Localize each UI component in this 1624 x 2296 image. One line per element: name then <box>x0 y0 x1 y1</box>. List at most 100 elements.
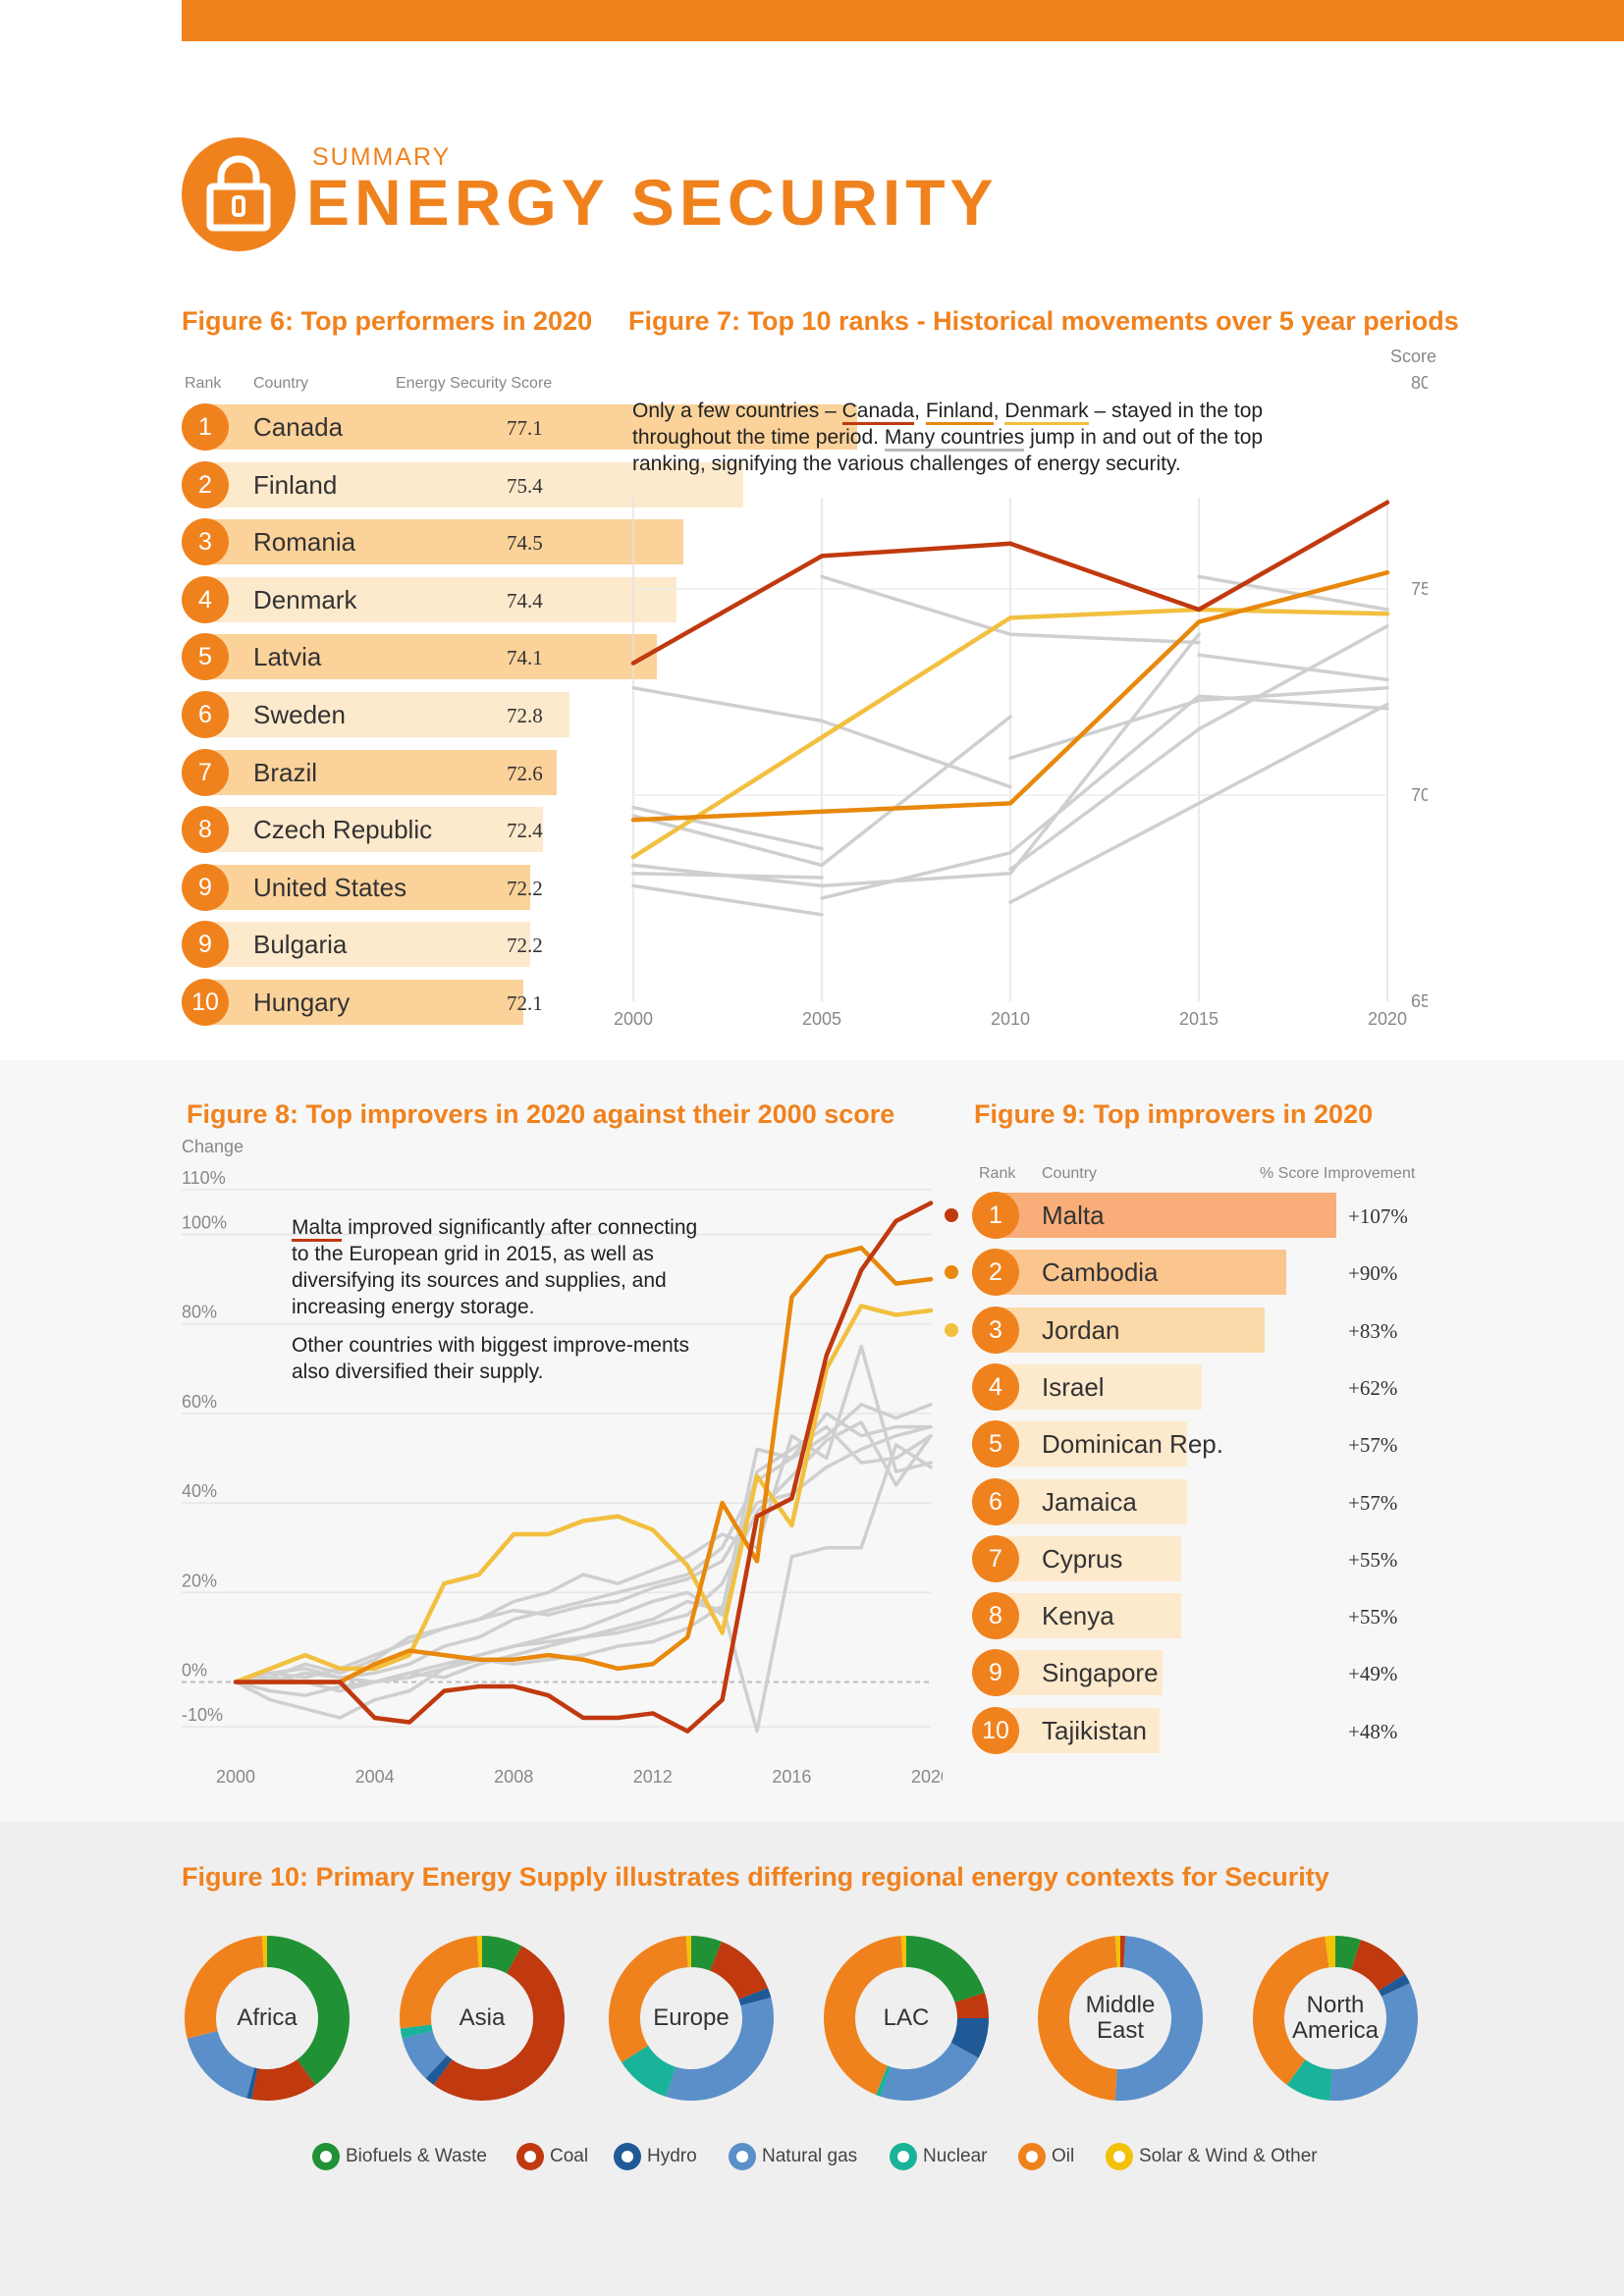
donut-label-line: America <box>1291 2017 1380 2044</box>
score-value: 72.4 <box>507 819 543 843</box>
donut-slice-hydro <box>246 2067 258 2100</box>
legend-label: Oil <box>1052 2146 1075 2167</box>
rank-badge: 3 <box>182 518 229 566</box>
table-row-bar <box>997 1193 1337 1238</box>
fig8-series-line-other <box>234 1424 933 1684</box>
country-name: Hungary <box>253 988 351 1017</box>
fig8-x-tick: 2012 <box>633 1767 673 1787</box>
fig7-note-part: , <box>993 400 1005 422</box>
donut-slice-coal <box>1120 1936 1126 1968</box>
country-name: Finland <box>253 469 338 500</box>
donut-label: Africa <box>208 2005 326 2031</box>
table-row-bar <box>206 749 557 795</box>
table-row-bar <box>206 922 530 968</box>
fig7-note-part: , <box>914 400 926 422</box>
country-name: United States <box>253 872 407 902</box>
fig8-x-tick: 2000 <box>216 1767 255 1787</box>
fig8-note-part: improved significantly after connecting … <box>292 1216 698 1318</box>
table-row-bar <box>206 576 677 622</box>
fig7-note-part: – stayed in the top throughout the time … <box>632 400 1264 449</box>
rank-badge: 2 <box>972 1249 1019 1297</box>
score-value: 72.1 <box>507 991 543 1015</box>
donut-label-line: Europe <box>653 2004 730 2031</box>
table-row-bar <box>997 1593 1181 1639</box>
donut-slice-coal <box>710 1941 769 2000</box>
legend-label: Natural gas <box>762 2146 858 2167</box>
fig6-col-score: Energy Security Score <box>396 375 553 392</box>
rank-badge: 8 <box>182 806 229 854</box>
country-name: Jamaica <box>1042 1486 1137 1517</box>
fig7-series-line-other <box>1197 653 1389 682</box>
fig7-title: Figure 7: Top 10 ranks - Historical move… <box>628 306 1459 336</box>
top-accent-bar <box>182 0 1624 41</box>
donut-slice-oil <box>1038 1936 1117 2101</box>
series-marker <box>945 1322 958 1337</box>
fig7-series-line-canada <box>630 500 1390 666</box>
fig7-axis-label: Score <box>1390 347 1437 366</box>
donut-slice-natural-gas <box>666 1998 774 2101</box>
fig7-series-line-other <box>631 872 824 880</box>
donut-slice-oil <box>184 1936 264 2039</box>
donut-label-line: North <box>1306 1992 1365 2018</box>
fig8-note-2: Other countries with biggest improve-men… <box>292 1334 689 1383</box>
page-title: ENERGY SECURITY <box>306 166 999 239</box>
donut-slice-solar-wind-other <box>685 1936 691 1968</box>
legend-item: Coal <box>516 2143 588 2170</box>
table-row-bar <box>997 1307 1266 1353</box>
country-name: Dominican Rep. <box>1042 1429 1223 1460</box>
fig8-y-tick: 80% <box>182 1303 217 1322</box>
fig7-note-canada: Canada <box>841 400 915 425</box>
table-row-bar <box>997 1650 1164 1696</box>
donut-slice-solar-wind-other <box>1114 1936 1120 1968</box>
donut-slice-hydro <box>950 2018 989 2058</box>
fig8-y-tick: 20% <box>182 1571 217 1590</box>
score-value: 72.6 <box>507 761 543 785</box>
donut-label-line: Asia <box>459 2004 506 2031</box>
score-value: 77.1 <box>507 416 543 440</box>
legend-item: Natural gas <box>729 2143 857 2170</box>
country-name: Romania <box>253 527 356 558</box>
score-value: 74.4 <box>507 588 543 613</box>
donut-slice-nuclear <box>400 2024 433 2039</box>
fig8-series-line-other <box>234 1420 933 1684</box>
fig7-series-line-other <box>820 694 1389 900</box>
improvement-value: +49% <box>1348 1662 1398 1686</box>
improvement-value: +55% <box>1348 1547 1398 1572</box>
fig8-series-line-jordan <box>233 1304 934 1684</box>
fig8-title: Figure 8: Top improvers in 2020 against … <box>187 1099 895 1129</box>
country-name: Czech Republic <box>253 815 433 845</box>
country-name: Cambodia <box>1042 1257 1159 1288</box>
legend-item: Nuclear <box>890 2143 987 2170</box>
legend-label: Solar & Wind & Other <box>1139 2146 1318 2167</box>
fig7-y-tick: 65 <box>1411 991 1428 1011</box>
fig9-col-rank: Rank <box>979 1165 1016 1182</box>
score-value: 74.5 <box>507 531 543 556</box>
donut-label-line: Africa <box>237 2004 298 2031</box>
table-row-bar <box>997 1363 1203 1410</box>
fig8-x-tick: 2004 <box>355 1767 395 1787</box>
fig7-note: Only a few countries – Canada, Finland, … <box>632 398 1300 477</box>
country-name: Canada <box>253 412 344 442</box>
score-value: 72.2 <box>507 876 543 900</box>
fig7-x-tick: 2020 <box>1368 1009 1407 1029</box>
rank-badge: 8 <box>972 1592 1019 1640</box>
donut-label-line: East <box>1096 2017 1145 2044</box>
fig8-note-malta: Malta <box>292 1216 343 1242</box>
fig9-title: Figure 9: Top improvers in 2020 <box>974 1099 1374 1129</box>
table-row-bar <box>206 404 857 450</box>
donut-slice-solar-wind-other <box>261 1936 267 1968</box>
legend-swatch-icon <box>1106 2143 1133 2170</box>
improvement-value: +90% <box>1348 1261 1398 1286</box>
donut-slice-hydro <box>738 1988 772 2006</box>
donut-slice-oil <box>399 1936 479 2029</box>
donut-slice-natural-gas <box>881 2043 979 2101</box>
legend-label: Biofuels & Waste <box>346 2146 487 2167</box>
rank-badge: 4 <box>182 575 229 623</box>
country-name: Cyprus <box>1042 1543 1123 1574</box>
donut-slice-biofuels-waste <box>1335 1936 1361 1970</box>
fig6-col-country: Country <box>253 375 309 392</box>
donut-slice-hydro <box>1378 1973 1411 1997</box>
fig7-x-tick: 2005 <box>802 1009 841 1029</box>
table-row-bar <box>206 864 530 910</box>
country-name: Kenya <box>1042 1601 1114 1631</box>
